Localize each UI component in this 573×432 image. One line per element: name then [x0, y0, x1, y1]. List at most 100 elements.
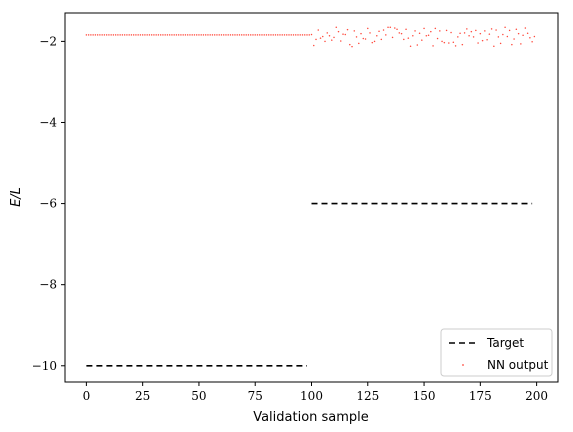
nn-output-point — [189, 34, 191, 36]
x-tick-label: 25 — [135, 389, 150, 403]
nn-output-point — [85, 34, 88, 36]
nn-output-point — [488, 33, 491, 35]
nn-output-point — [531, 41, 533, 43]
nn-output-point — [333, 36, 335, 39]
x-axis-label: Validation sample — [253, 410, 369, 425]
nn-output-point — [369, 32, 371, 34]
nn-output-point — [427, 34, 430, 37]
nn-output-point — [373, 40, 376, 43]
nn-output-point — [105, 34, 108, 36]
nn-output-point — [493, 45, 495, 48]
nn-output-point — [164, 34, 166, 36]
nn-output-point — [141, 34, 144, 36]
nn-output-point — [144, 34, 146, 36]
x-tick-label: 200 — [525, 389, 548, 403]
nn-output-point — [146, 34, 148, 36]
nn-output-point — [315, 38, 317, 41]
nn-output-point — [231, 34, 234, 36]
nn-output-point — [452, 41, 455, 43]
nn-output-point — [511, 43, 513, 46]
nn-output-point — [394, 27, 396, 29]
nn-output-point — [364, 38, 367, 40]
nn-output-point — [216, 34, 218, 36]
nn-output-point — [87, 34, 90, 36]
nn-output-point — [391, 36, 394, 39]
nn-output-point — [310, 33, 313, 36]
nn-output-point — [349, 43, 351, 46]
nn-output-point — [258, 34, 261, 36]
nn-output-point — [267, 34, 270, 36]
nn-output-point — [157, 34, 160, 36]
nn-output-point — [200, 34, 202, 36]
nn-output-point — [130, 34, 133, 36]
nn-output-point — [227, 34, 229, 36]
nn-output-point — [207, 34, 209, 36]
nn-output-point — [400, 32, 403, 35]
nn-output-point — [346, 28, 349, 31]
nn-output-point — [360, 32, 362, 35]
nn-output-point — [150, 34, 153, 36]
nn-output-point — [245, 34, 247, 36]
nn-output-point — [425, 34, 428, 37]
nn-output-point — [524, 27, 527, 29]
nn-output-point — [382, 29, 385, 31]
nn-output-point — [502, 33, 504, 36]
plot-frame — [64, 12, 559, 383]
nn-output-point — [274, 34, 277, 36]
nn-output-point — [180, 34, 182, 36]
nn-output-point — [378, 30, 380, 32]
nn-output-point — [171, 34, 173, 36]
nn-output-point — [380, 38, 383, 41]
nn-output-point — [94, 34, 97, 36]
nn-output-point — [139, 34, 142, 36]
nn-output-point — [340, 40, 342, 42]
nn-output-point — [135, 34, 137, 36]
nn-output-point — [389, 26, 392, 28]
nn-output-point — [385, 34, 387, 36]
nn-output-point — [412, 34, 414, 37]
nn-output-point — [504, 26, 506, 28]
nn-output-point — [193, 34, 196, 36]
nn-output-point — [454, 45, 457, 47]
nn-output-point — [335, 26, 338, 28]
nn-output-point — [301, 34, 304, 36]
nn-output-point — [222, 34, 225, 36]
x-tick-label: 125 — [356, 389, 379, 403]
nn-output-point — [191, 34, 193, 36]
nn-output-point — [108, 34, 110, 36]
nn-output-point — [520, 43, 522, 45]
nn-output-point — [317, 29, 320, 31]
nn-output-point — [121, 34, 124, 36]
nn-output-point — [132, 34, 135, 36]
nn-output-point — [101, 34, 103, 36]
nn-output-point — [513, 38, 515, 40]
nn-output-point — [432, 45, 434, 47]
nn-output-point — [434, 27, 437, 30]
nn-output-point — [362, 37, 365, 40]
nn-output-point — [211, 34, 214, 36]
nn-output-point — [522, 34, 524, 37]
nn-output-point — [110, 34, 112, 36]
nn-output-point — [177, 34, 180, 36]
nn-output-point — [490, 28, 493, 30]
nn-output-point — [416, 44, 419, 46]
legend-label: NN output — [487, 358, 549, 372]
nn-output-point — [526, 32, 529, 35]
nn-output-point — [299, 34, 301, 36]
nn-output-point — [254, 34, 256, 36]
nn-output-point — [421, 39, 423, 41]
nn-output-point — [342, 33, 344, 35]
x-tick-label: 100 — [300, 389, 323, 403]
nn-output-point — [238, 34, 241, 36]
nn-output-point — [533, 35, 536, 38]
nn-output-point — [481, 39, 484, 42]
nn-output-point — [324, 40, 326, 43]
nn-output-point — [119, 34, 121, 36]
nn-output-point — [326, 32, 329, 34]
nn-output-point — [290, 34, 292, 36]
nn-output-point — [515, 28, 518, 30]
nn-output-point — [249, 34, 252, 36]
nn-output-point — [517, 32, 520, 35]
y-tick-label: −10 — [32, 359, 57, 373]
